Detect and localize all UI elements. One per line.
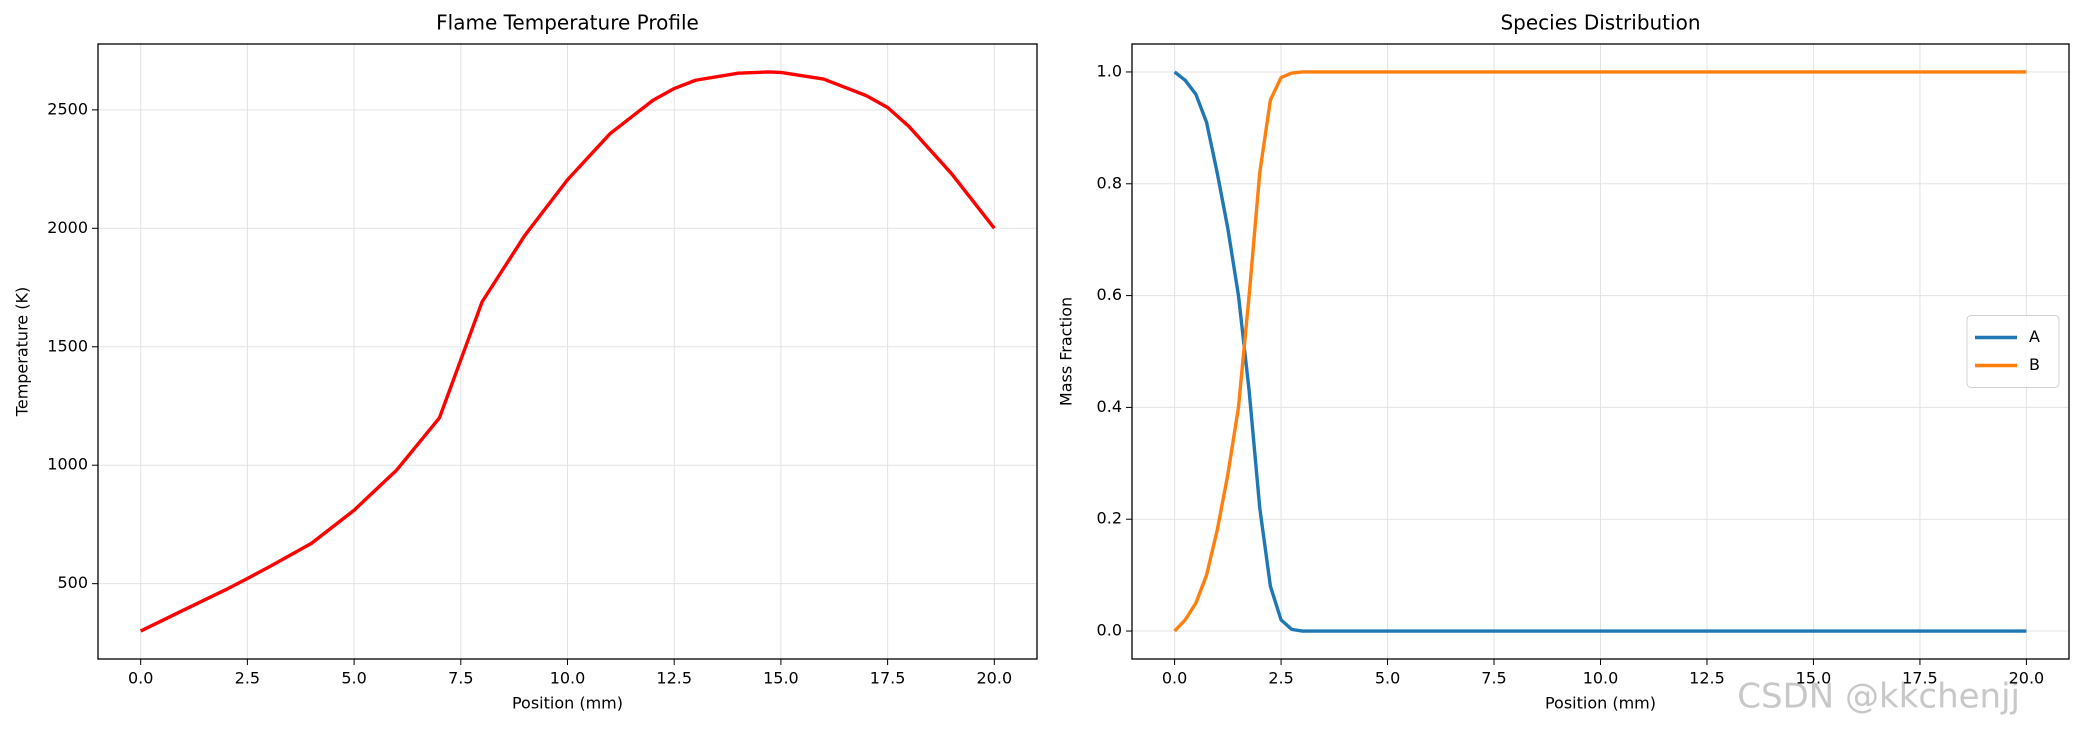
- x-tick-label: 2.5: [1268, 669, 1293, 688]
- y-tick-label: 1.0: [1097, 61, 1122, 80]
- y-tick-label: 0.6: [1097, 285, 1122, 304]
- x-tick-label: 12.5: [1689, 669, 1725, 688]
- y-tick-label: 1500: [47, 336, 88, 355]
- y-tick-label: 0.8: [1097, 173, 1122, 192]
- line-series: [1173, 70, 2027, 633]
- y-tick-label: 0.4: [1097, 397, 1122, 416]
- x-axis-label: Position (mm): [512, 694, 623, 713]
- legend-label: B: [2029, 355, 2040, 374]
- legend-label: A: [2029, 327, 2040, 346]
- x-axis-label: Position (mm): [1545, 694, 1656, 713]
- y-tick-label: 1000: [47, 455, 88, 474]
- watermark: CSDN @kkchenjj: [1737, 677, 2020, 717]
- x-tick-label: 0.0: [1162, 669, 1187, 688]
- x-tick-label: 10.0: [550, 669, 586, 688]
- x-tick-label: 17.5: [1902, 669, 1938, 688]
- x-tick-label: 20.0: [2009, 669, 2045, 688]
- y-tick-label: 500: [57, 573, 88, 592]
- y-tick-label: 2000: [47, 218, 88, 237]
- y-tick-label: 2500: [47, 99, 88, 118]
- plot-frame: [1131, 43, 2070, 660]
- x-tick-label: 5.0: [1375, 669, 1400, 688]
- x-tick-label: 7.5: [448, 669, 473, 688]
- x-tick-label: 10.0: [1583, 669, 1619, 688]
- x-tick-label: 12.5: [656, 669, 692, 688]
- y-tick-label: 0.2: [1097, 509, 1122, 528]
- x-tick-label: 20.0: [977, 669, 1013, 688]
- x-tick-label: 15.0: [1796, 669, 1832, 688]
- y-tick-label: 0.0: [1097, 621, 1122, 640]
- x-tick-label: 15.0: [763, 669, 799, 688]
- plot-frame: [97, 43, 1038, 660]
- line-series: [139, 70, 996, 633]
- x-tick-label: 17.5: [870, 669, 906, 688]
- x-tick-label: 7.5: [1481, 669, 1506, 688]
- x-tick-label: 2.5: [235, 669, 260, 688]
- legend-box: [1966, 315, 2060, 388]
- x-tick-label: 5.0: [341, 669, 366, 688]
- line-series: [1173, 70, 2027, 633]
- chart-title: Species Distribution: [1500, 11, 1700, 35]
- y-axis-label: Temperature (K): [13, 287, 32, 417]
- chart-title: Flame Temperature Profile: [436, 11, 699, 35]
- y-axis-label: Mass Fraction: [1057, 297, 1076, 406]
- x-tick-label: 0.0: [128, 669, 153, 688]
